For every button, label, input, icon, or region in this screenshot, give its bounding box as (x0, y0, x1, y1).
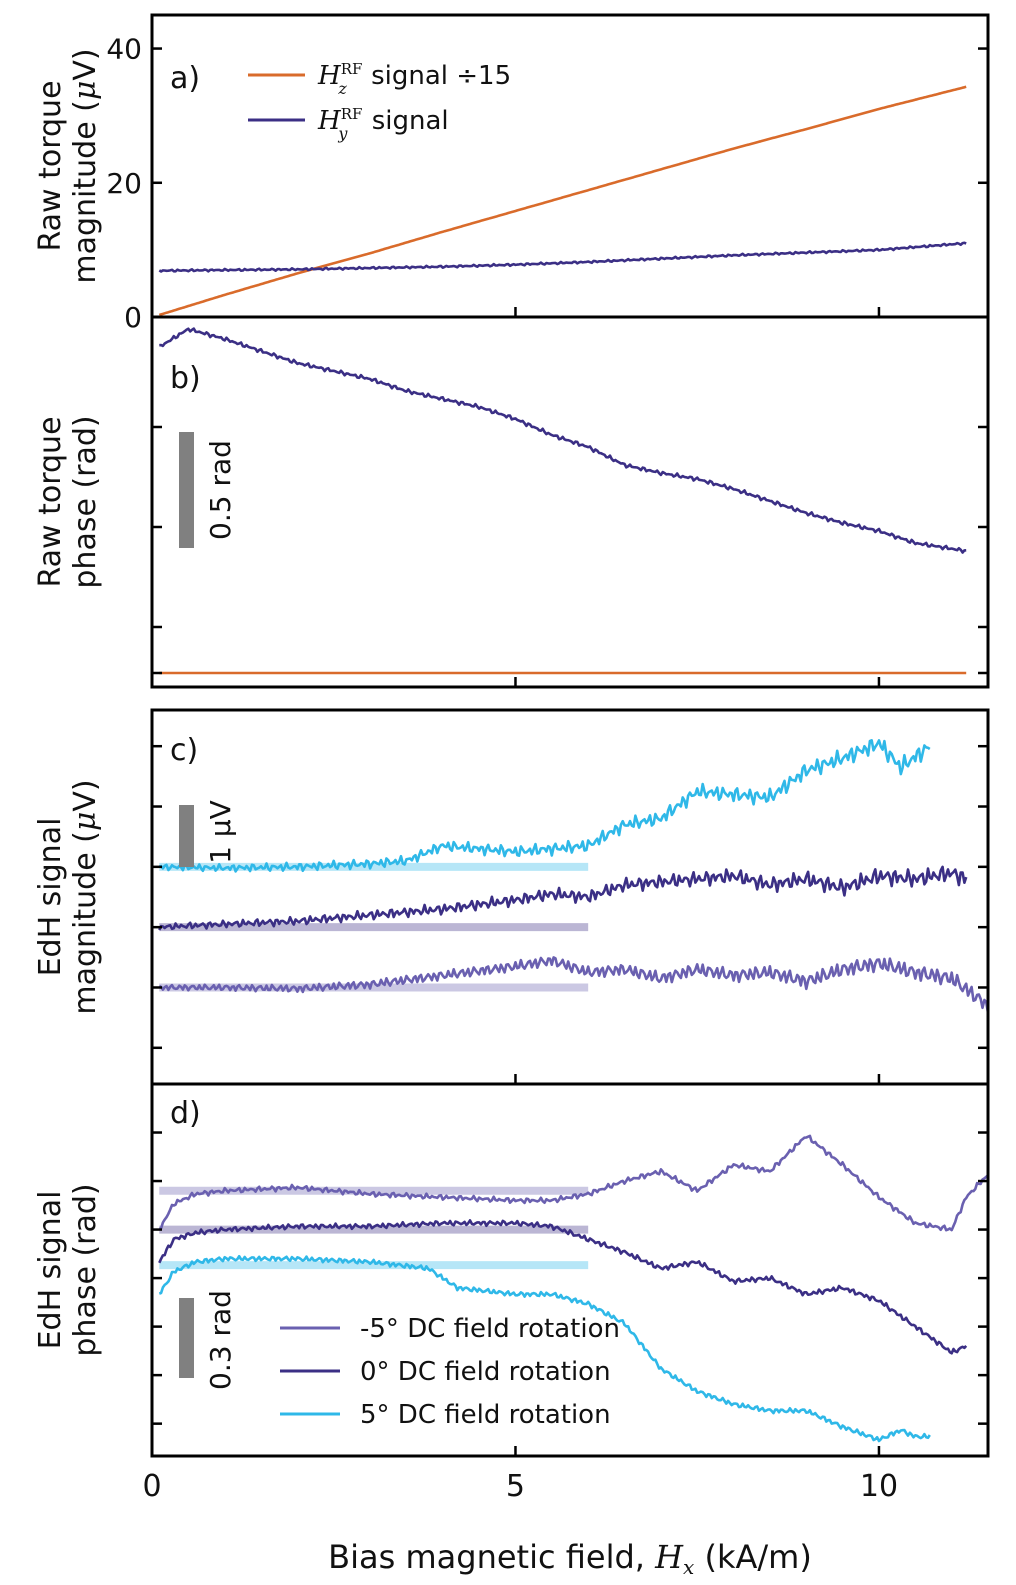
legend-entry-minus5: -5° DC field rotation (360, 1314, 620, 1344)
legend-entry-5: 5° DC field rotation (360, 1400, 611, 1430)
legend-entry-hy: HRF y signal (317, 105, 449, 143)
panel-b-scale-bar-label: 0.5 rad (204, 440, 237, 540)
panel-a-ylabel-line1: Raw torque (33, 80, 68, 251)
panel-d: d) 0.3 rad EdH signal phase (rad) -5° DC… (33, 1082, 990, 1458)
panel-a-yticks: 0 20 40 (106, 33, 988, 334)
panel-d-ylabel-line1: EdH signal (33, 1191, 68, 1350)
legend-entry-0: 0° DC field rotation (360, 1357, 611, 1387)
panel-a-y-tick-label: 0 (124, 301, 142, 334)
x-tick-label: 5 (506, 1469, 525, 1504)
panel-c-series (158, 739, 990, 1014)
panel-b-series-line (159, 327, 967, 554)
panel-b-ylabel: Raw torque phase (rad) (33, 415, 103, 588)
panel-b-frame (150, 315, 990, 689)
panel-b-xticks (150, 677, 881, 687)
panel-b: b) 0.5 rad Raw torque phase (rad) (33, 315, 990, 689)
panel-b-ylabel-line1: Raw torque (33, 416, 68, 587)
panel-c-xticks (150, 1074, 881, 1084)
panel-d-series-line (159, 1134, 989, 1232)
panel-a-y-tick-label: 20 (106, 167, 142, 200)
panel-a-label: a) (170, 61, 200, 96)
panel-d-ylabel-line2: phase (rad) (68, 1183, 103, 1356)
panel-b-ylabel-line2: phase (rad) (68, 415, 103, 588)
panel-c-series-line (158, 865, 968, 931)
panel-a-ylabel-line2: magnitude (μV) (68, 48, 103, 283)
x-tick-label: 10 (860, 1469, 898, 1504)
panel-c-scale-bar-label: 1 μV (204, 800, 237, 864)
panel-c-series-line (158, 956, 990, 1014)
legend-entry-hz: HRF z signal ÷15 (317, 60, 511, 98)
panel-a-frame (150, 13, 990, 319)
panel-d-ylabel: EdH signal phase (rad) (33, 1183, 103, 1356)
panel-d-scale-bar-label: 0.3 rad (204, 1290, 237, 1390)
panel-c-ylabel: EdH signal magnitude (μV) (33, 779, 103, 1014)
x-tick-label: 0 (142, 1469, 161, 1504)
panel-a-series (158, 85, 967, 317)
panel-a-ylabel: Raw torque magnitude (μV) (33, 48, 103, 283)
panel-a-y-tick-label: 40 (106, 33, 142, 66)
panel-d-legend: -5° DC field rotation 0° DC field rotati… (280, 1314, 620, 1430)
panel-d-xticks (150, 1446, 881, 1456)
panel-c-scale-bar (179, 805, 194, 867)
panel-c: c) 1 μV EdH signal magnitude (μV) (33, 708, 990, 1086)
panel-c-label: c) (170, 733, 198, 768)
panel-a-series-line (158, 241, 967, 273)
panel-d-scale-bar (179, 1298, 194, 1378)
panel-a-xticks (150, 307, 881, 317)
panel-d-yticks (152, 1131, 988, 1425)
panel-d-frame (150, 1082, 990, 1458)
panel-b-yticks (152, 425, 988, 675)
panel-b-scale-bar (179, 432, 194, 548)
x-axis-label: Bias magnetic field, Hx (kA/m) (328, 1538, 812, 1579)
panel-d-label: d) (170, 1096, 201, 1131)
panel-c-ylabel-line2: magnitude (μV) (68, 779, 103, 1014)
panel-c-yticks (152, 744, 988, 1050)
panel-c-series-line (159, 739, 931, 873)
panel-b-label: b) (170, 361, 201, 396)
panel-d-series (158, 1134, 989, 1443)
panel-a: 0 20 40 a) Raw torque magnitude (μV) HRF z … (33, 13, 990, 334)
panel-c-ylabel-line1: EdH signal (33, 818, 68, 977)
panel-d-series-line (158, 1219, 968, 1355)
panel-a-legend: HRF z signal ÷15 HRF y signal (248, 60, 511, 143)
panel-b-series (159, 327, 967, 675)
panel-d-series-line (158, 1254, 931, 1443)
x-tick-labels: 0 5 10 (142, 1469, 898, 1504)
panel-a-series-line (158, 85, 967, 317)
